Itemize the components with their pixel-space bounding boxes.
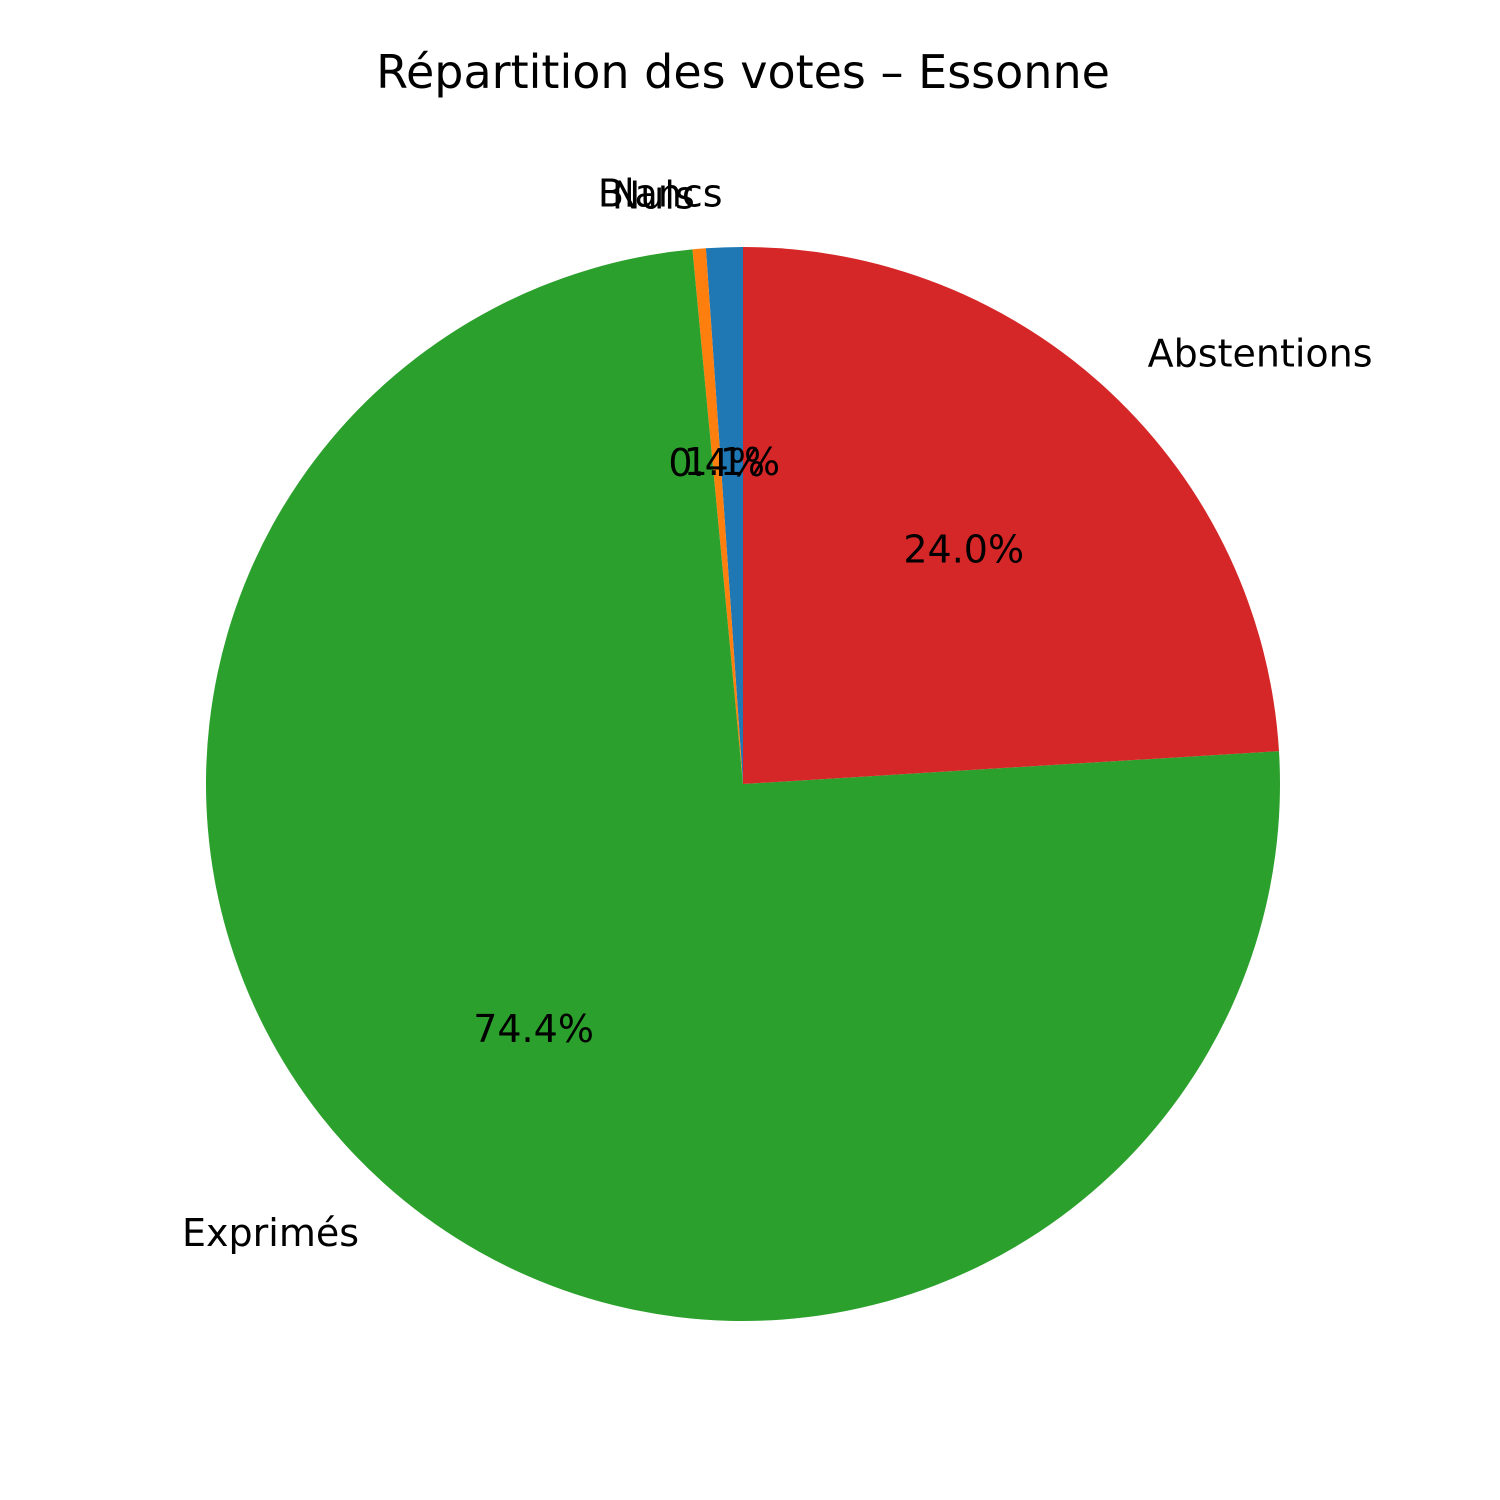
slice-label-blancs: Blancs: [598, 172, 723, 216]
pie-slice-abstentions: [743, 247, 1279, 784]
slices-layer: [206, 247, 1280, 1322]
pct-label-abstentions: 24.0%: [903, 527, 1024, 571]
pct-label-blancs: 1.1%: [684, 440, 781, 484]
pie-slice-nuls: [692, 248, 743, 784]
chart-title: Répartition des votes – Essonne: [376, 45, 1110, 99]
pie-slice-blancs: [705, 247, 743, 784]
slice-label-exprimes: Exprimés: [182, 1211, 359, 1255]
pct-label-nuls: 0.4%: [668, 441, 765, 485]
labels-layer: Blancs 1.1% Nuls 0.4% Exprimés 74.4% Abstentio…: [182, 172, 1373, 1255]
pct-label-exprimes: 74.4%: [473, 1007, 594, 1051]
pie-slice-exprimes: [206, 249, 1280, 1322]
slice-label-abstentions: Abstentions: [1148, 332, 1373, 376]
slice-label-nuls: Nuls: [612, 173, 695, 217]
